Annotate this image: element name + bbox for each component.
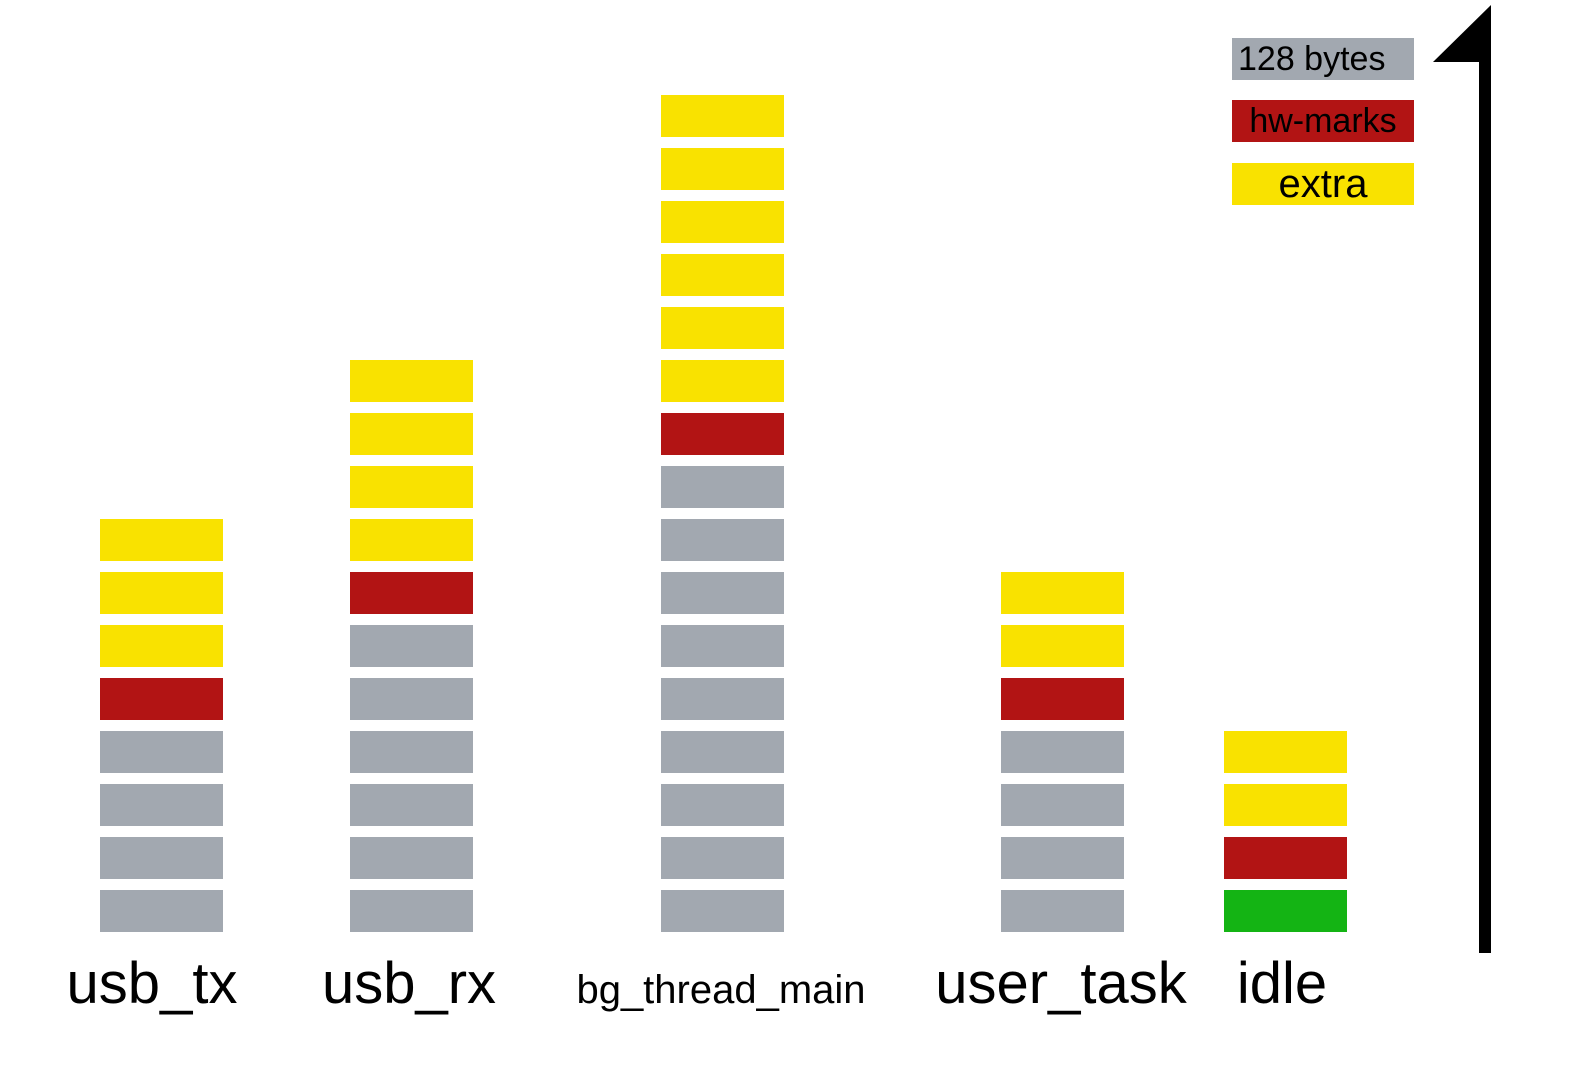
block-base	[661, 890, 784, 932]
block-base	[1001, 731, 1124, 773]
block-extra	[661, 360, 784, 402]
block-hw-marks	[100, 678, 223, 720]
block-base	[1001, 890, 1124, 932]
block-extra	[661, 201, 784, 243]
block-base	[661, 519, 784, 561]
stack-column-bg-thread-main	[661, 95, 784, 932]
stack-column-usb-rx	[350, 360, 473, 932]
block-extra	[350, 360, 473, 402]
block-extra	[1001, 572, 1124, 614]
block-base	[661, 625, 784, 667]
block-extra	[661, 307, 784, 349]
stack-blocks	[100, 95, 1347, 932]
block-base	[661, 572, 784, 614]
block-extra	[1001, 625, 1124, 667]
block-base	[100, 837, 223, 879]
block-green	[1224, 890, 1347, 932]
block-base	[350, 678, 473, 720]
block-hw-marks	[350, 572, 473, 614]
block-extra	[100, 519, 223, 561]
legend-item-extra: extra	[1232, 163, 1414, 205]
arrow-shaft	[1479, 60, 1491, 953]
block-base	[661, 837, 784, 879]
task-label-usb-tx: usb_tx	[66, 951, 238, 1016]
block-extra	[661, 148, 784, 190]
block-base	[1001, 837, 1124, 879]
block-extra	[661, 95, 784, 137]
block-extra	[1224, 784, 1347, 826]
task-label-idle: idle	[1236, 951, 1328, 1016]
block-base	[350, 625, 473, 667]
block-base	[100, 731, 223, 773]
block-base	[350, 837, 473, 879]
up-arrow	[1433, 5, 1491, 953]
arrow-head	[1433, 5, 1491, 62]
block-base	[661, 784, 784, 826]
block-base	[350, 784, 473, 826]
block-hw-marks	[1001, 678, 1124, 720]
block-extra	[350, 413, 473, 455]
legend-label-128-bytes: 128 bytes	[1238, 40, 1386, 78]
block-extra	[350, 519, 473, 561]
block-extra	[350, 466, 473, 508]
block-base	[1001, 784, 1124, 826]
block-extra	[1224, 731, 1347, 773]
legend-item-128-bytes: 128 bytes	[1232, 38, 1414, 80]
block-base	[661, 731, 784, 773]
stack-column-idle	[1224, 731, 1347, 932]
stack-column-user-task	[1001, 572, 1124, 932]
block-base	[661, 678, 784, 720]
block-hw-marks	[661, 413, 784, 455]
task-label-bg-thread-main: bg_thread_main	[576, 968, 866, 1012]
legend-label-extra: extra	[1278, 162, 1368, 206]
legend-label-hw-marks: hw-marks	[1249, 102, 1397, 140]
block-base	[350, 731, 473, 773]
block-base	[350, 890, 473, 932]
legend-item-hw-marks: hw-marks	[1232, 100, 1414, 142]
block-base	[661, 466, 784, 508]
block-base	[100, 890, 223, 932]
task-label-user-task: user_task	[935, 951, 1187, 1016]
stack-column-usb-tx	[100, 519, 223, 932]
block-hw-marks	[1224, 837, 1347, 879]
block-base	[100, 784, 223, 826]
block-extra	[100, 625, 223, 667]
task-label-usb-rx: usb_rx	[321, 951, 497, 1016]
block-extra	[100, 572, 223, 614]
block-extra	[661, 254, 784, 296]
